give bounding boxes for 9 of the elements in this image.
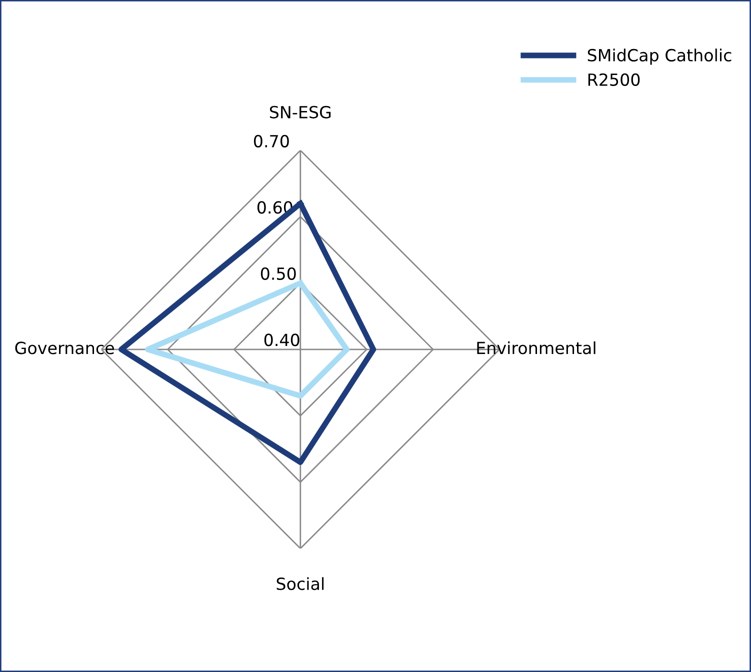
spoke-label: Social: [276, 577, 324, 590]
y-tick-label: 0.40: [264, 334, 300, 346]
spoke-label: Environmental: [477, 341, 596, 354]
spoke-label: Governance: [15, 342, 114, 354]
legend-label: SMidCap Catholic: [588, 48, 732, 65]
legend-label: R2500: [588, 73, 640, 86]
y-tick-label: 0.70: [254, 134, 289, 148]
spoke-label: SN-ESG: [270, 106, 331, 118]
y-tick-label: 0.50: [260, 267, 296, 280]
